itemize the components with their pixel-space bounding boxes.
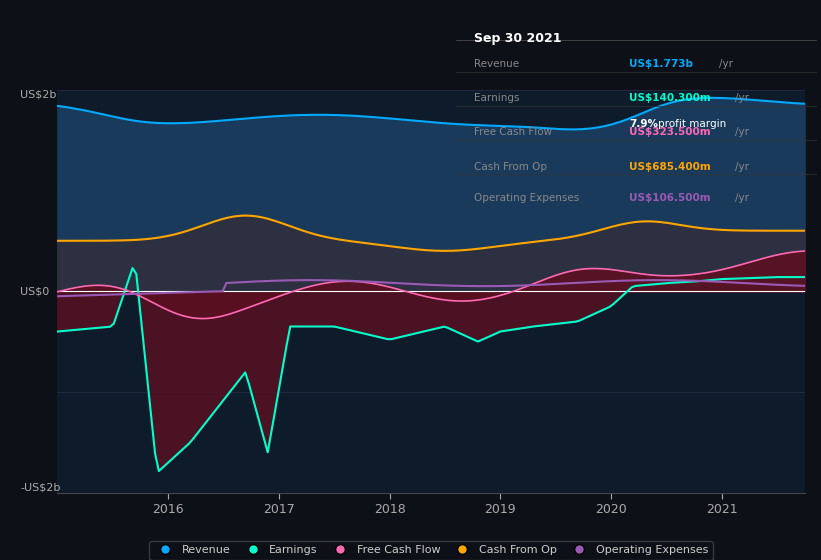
Text: Operating Expenses: Operating Expenses — [474, 193, 579, 203]
Text: -US$2b: -US$2b — [21, 483, 61, 493]
Text: US$0: US$0 — [21, 286, 49, 296]
Text: Earnings: Earnings — [474, 94, 519, 104]
Text: 7.9%: 7.9% — [629, 119, 658, 129]
Text: Free Cash Flow: Free Cash Flow — [474, 128, 552, 137]
Text: /yr: /yr — [735, 128, 749, 137]
Text: /yr: /yr — [735, 193, 749, 203]
Text: US$685.400m: US$685.400m — [629, 161, 711, 171]
Legend: Revenue, Earnings, Free Cash Flow, Cash From Op, Operating Expenses: Revenue, Earnings, Free Cash Flow, Cash … — [149, 541, 713, 560]
Text: US$323.500m: US$323.500m — [629, 128, 711, 137]
Text: /yr: /yr — [735, 161, 749, 171]
Text: US$1.773b: US$1.773b — [629, 59, 693, 69]
Text: US$106.500m: US$106.500m — [629, 193, 711, 203]
Text: Sep 30 2021: Sep 30 2021 — [474, 32, 562, 45]
Text: US$140.300m: US$140.300m — [629, 94, 711, 104]
Text: Cash From Op: Cash From Op — [474, 161, 547, 171]
Text: US$2b: US$2b — [21, 90, 57, 100]
Text: Revenue: Revenue — [474, 59, 519, 69]
Text: /yr: /yr — [735, 94, 749, 104]
Text: /yr: /yr — [718, 59, 732, 69]
Text: profit margin: profit margin — [658, 119, 727, 129]
